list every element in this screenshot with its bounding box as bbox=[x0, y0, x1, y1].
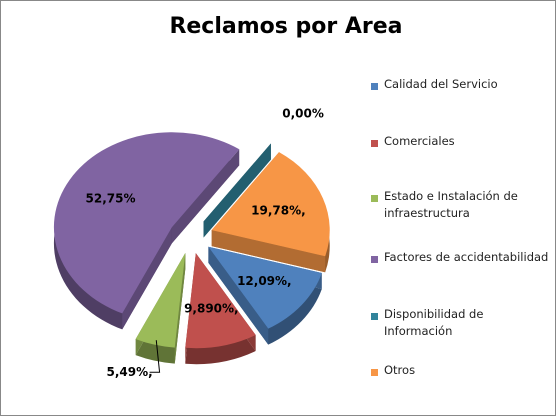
legend-label: Calidad del Servicio bbox=[384, 77, 498, 91]
leader-line bbox=[149, 340, 161, 373]
slice bbox=[135, 252, 186, 348]
chart-title: Reclamos por Area bbox=[169, 14, 402, 39]
slice-wall bbox=[174, 252, 186, 364]
legend-swatch bbox=[371, 313, 378, 320]
legend-swatch bbox=[371, 140, 378, 147]
data-label: 5,49%, bbox=[106, 365, 152, 379]
legend-item: Calidad del Servicio bbox=[371, 77, 553, 93]
legend-item: Disponibilidad de Información bbox=[371, 307, 553, 340]
legend-swatch bbox=[371, 256, 378, 263]
slice-wall bbox=[211, 230, 326, 273]
data-label: 19,78%, bbox=[251, 203, 306, 217]
slice-wall bbox=[171, 149, 240, 244]
data-label: 52,75% bbox=[86, 191, 136, 205]
slice-wall bbox=[208, 246, 269, 345]
data-label: 9,890%, bbox=[184, 301, 239, 315]
slice-wall bbox=[203, 143, 271, 238]
legend-swatch bbox=[371, 83, 378, 90]
legend-item: Comerciales bbox=[371, 134, 553, 150]
data-label: 12,09%, bbox=[237, 274, 292, 288]
legend-label: Comerciales bbox=[384, 134, 455, 148]
slice bbox=[211, 152, 330, 257]
legend-item: Otros bbox=[371, 363, 553, 379]
legend-label: Estado e Instalación de infraestructura bbox=[384, 189, 522, 220]
slice bbox=[53, 132, 240, 314]
legend-swatch bbox=[371, 369, 378, 376]
slice bbox=[185, 253, 256, 349]
legend-label: Otros bbox=[384, 363, 416, 377]
slice bbox=[208, 246, 322, 329]
legend-swatch bbox=[371, 195, 378, 202]
data-label: 0,00% bbox=[282, 107, 324, 121]
legend-label: Factores de accidentabilidad bbox=[384, 250, 549, 264]
legend-item: Estado e Instalación de infraestructura bbox=[371, 189, 553, 222]
legend-label: Disponibilidad de Información bbox=[384, 307, 491, 338]
legend-item: Factores de accidentabilidad bbox=[371, 250, 553, 266]
slice-wall bbox=[122, 227, 172, 330]
